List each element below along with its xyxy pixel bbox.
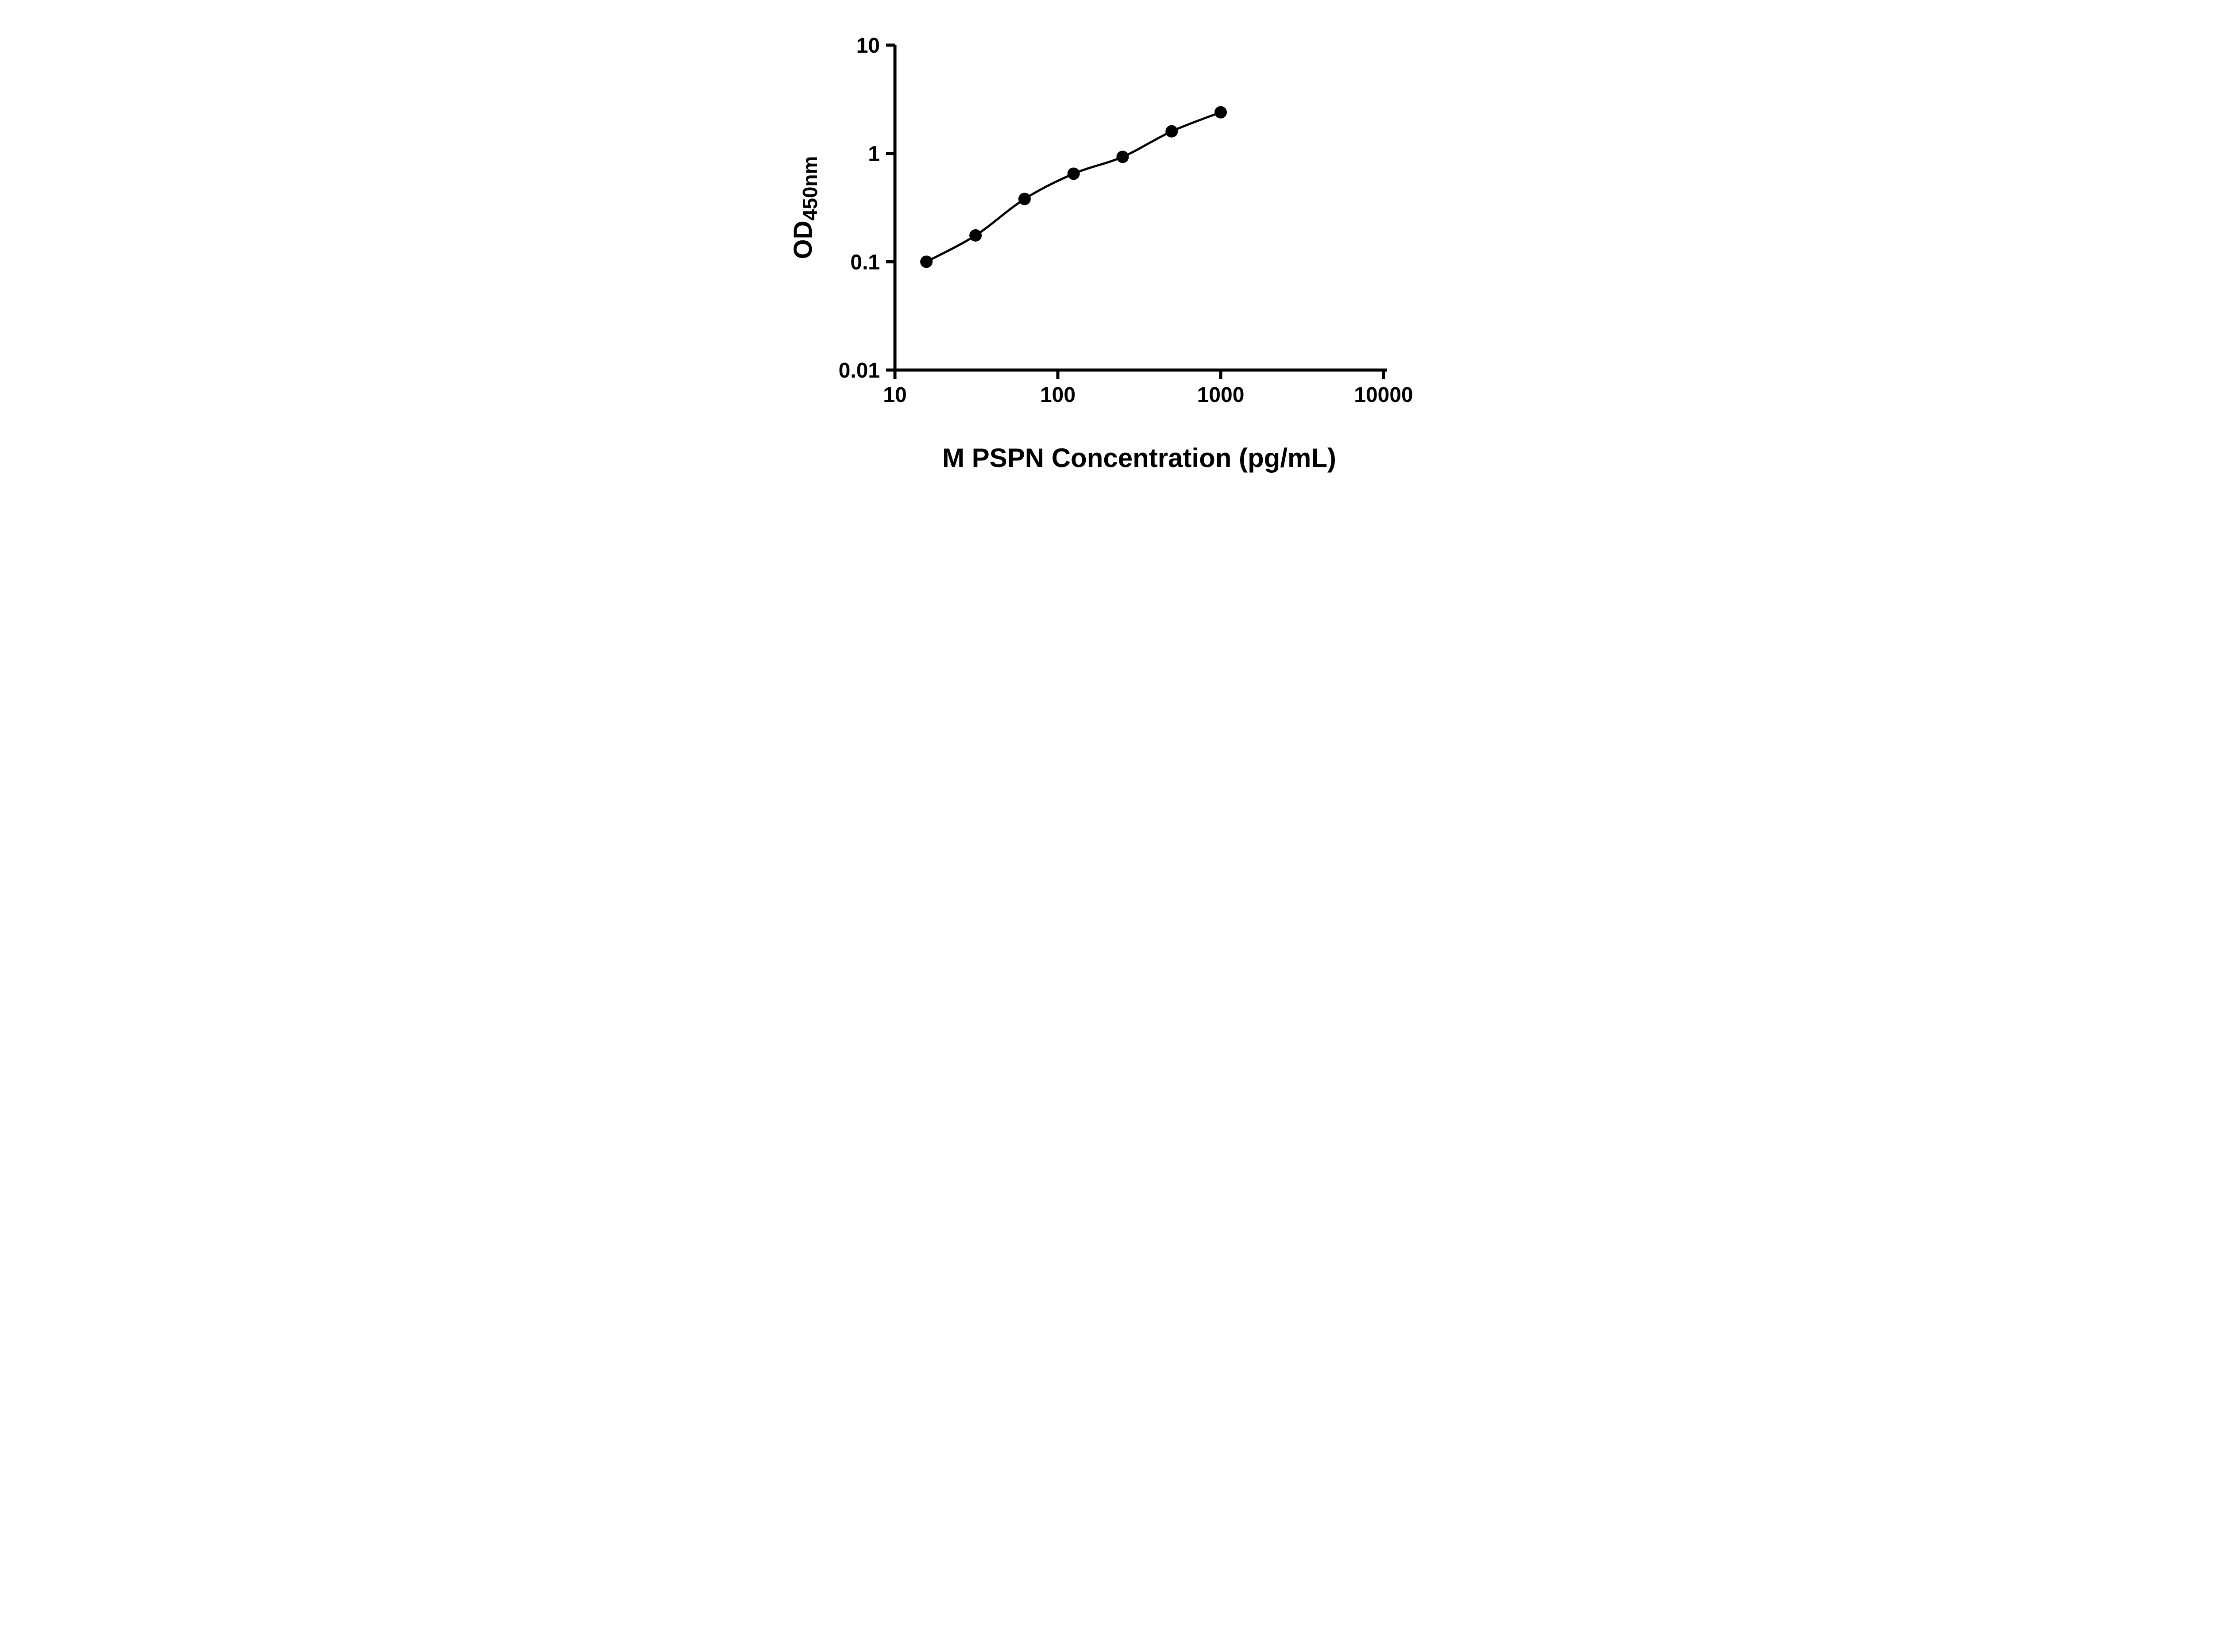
chart-canvas: 10 100 1000 10000 0.01 0.1 1 10 OD450nm M PSPN Co… [789, 34, 1413, 473]
x-axis-title: M PSPN Concentration (pg/mL) [942, 443, 1336, 473]
y-axis-tick-label: 1 [868, 143, 880, 166]
y-axis-tick-label: 0.01 [839, 359, 880, 382]
data-point [1067, 167, 1080, 180]
y-axis-title: OD450nm [789, 156, 821, 259]
data-point [1214, 106, 1227, 119]
x-axis-tick-label: 100 [1040, 383, 1076, 407]
x-axis-tick-label: 10000 [1354, 383, 1413, 407]
data-point [1018, 193, 1031, 205]
x-axis-tick-label: 10 [883, 383, 906, 407]
x-axis-tick-label: 1000 [1197, 383, 1245, 407]
y-axis-tick-label: 0.1 [850, 251, 880, 274]
y-axis-tick-label: 10 [856, 34, 880, 58]
data-point [969, 229, 982, 242]
data-point [920, 255, 933, 268]
data-point [1116, 151, 1129, 163]
elisa-standard-curve-figure: 10 100 1000 10000 0.01 0.1 1 10 OD450nm M PSPN Co… [766, 0, 1447, 496]
data-point [1165, 125, 1178, 138]
